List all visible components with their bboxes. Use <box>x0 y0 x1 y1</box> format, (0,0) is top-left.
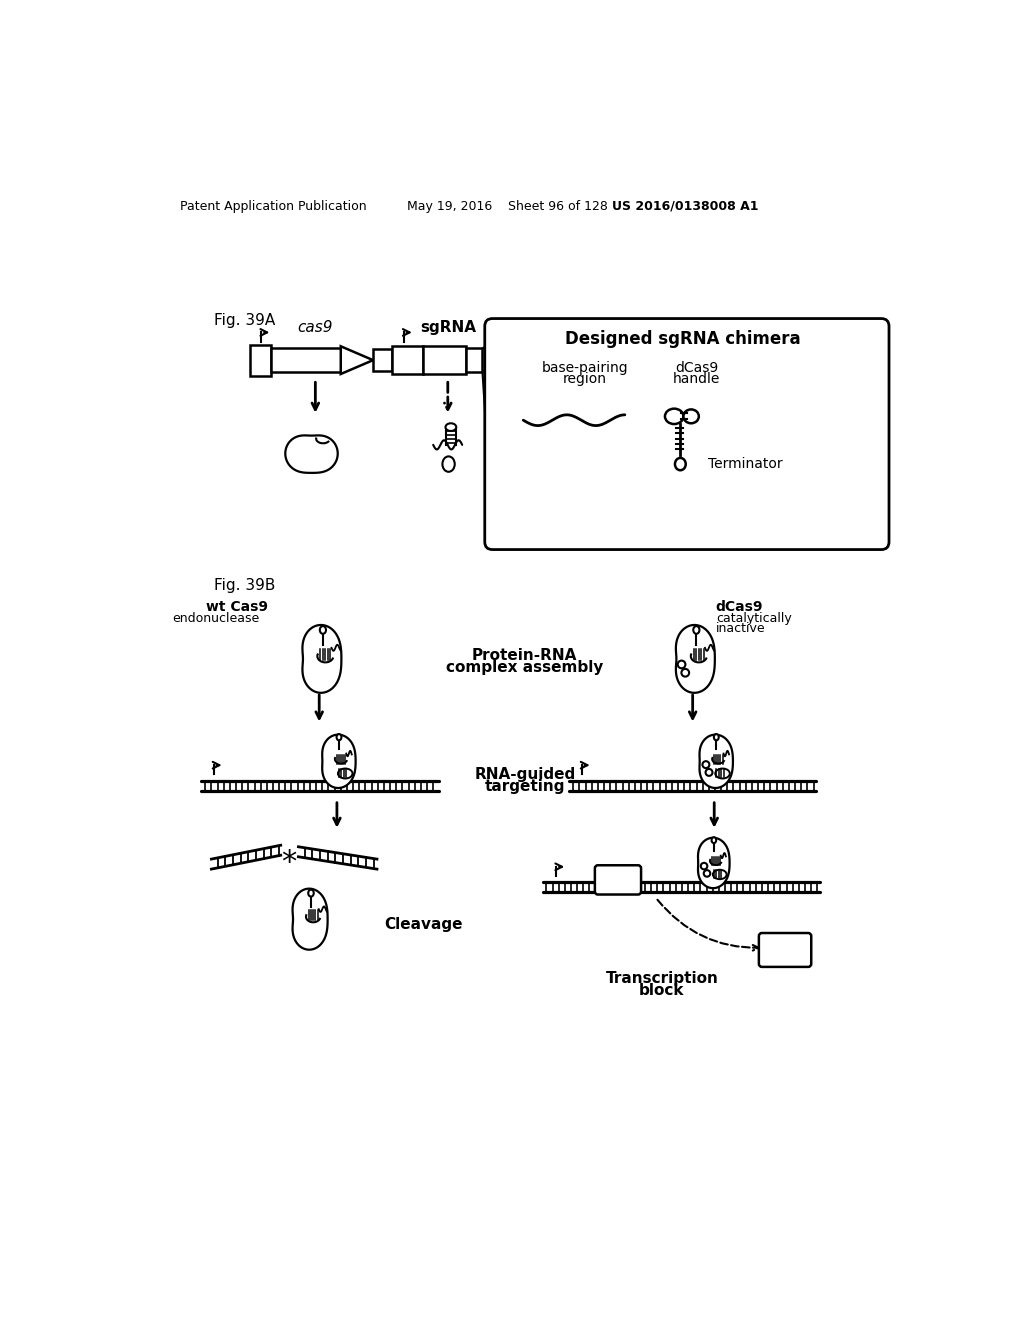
Circle shape <box>702 762 710 768</box>
Text: *: * <box>281 847 296 876</box>
Bar <box>250 345 271 375</box>
Polygon shape <box>293 888 328 949</box>
FancyBboxPatch shape <box>759 933 811 966</box>
Ellipse shape <box>338 768 352 779</box>
Text: sgRNA: sgRNA <box>420 321 476 335</box>
Text: complex assembly: complex assembly <box>446 660 603 675</box>
Text: Fig. 39A: Fig. 39A <box>214 313 275 327</box>
Circle shape <box>681 669 689 677</box>
Ellipse shape <box>713 870 727 879</box>
Circle shape <box>678 660 685 668</box>
Text: dCas9: dCas9 <box>716 599 763 614</box>
Text: region: region <box>563 372 607 387</box>
Ellipse shape <box>712 837 716 843</box>
Circle shape <box>703 870 711 876</box>
Text: US 2016/0138008 A1: US 2016/0138008 A1 <box>611 199 758 213</box>
Text: Transcription: Transcription <box>605 972 718 986</box>
Bar <box>423 346 466 374</box>
Ellipse shape <box>319 626 326 634</box>
Polygon shape <box>286 436 338 473</box>
Text: Sheet 96 of 128: Sheet 96 of 128 <box>508 199 608 213</box>
Bar <box>271 348 341 372</box>
Ellipse shape <box>308 890 313 896</box>
Polygon shape <box>699 735 733 788</box>
Text: RNAP: RNAP <box>599 874 636 887</box>
Polygon shape <box>302 624 341 693</box>
Circle shape <box>706 770 713 776</box>
Text: RNA-guided: RNA-guided <box>474 767 575 781</box>
FancyBboxPatch shape <box>595 866 641 895</box>
Text: Designed sgRNA chimera: Designed sgRNA chimera <box>565 330 801 348</box>
Bar <box>373 350 392 371</box>
Text: dCas9: dCas9 <box>675 360 718 375</box>
Text: targeting: targeting <box>484 779 565 795</box>
Text: cas9: cas9 <box>298 321 333 335</box>
FancyBboxPatch shape <box>484 318 889 549</box>
Text: base-pairing: base-pairing <box>542 360 628 375</box>
Text: May 19, 2016: May 19, 2016 <box>408 199 493 213</box>
Text: inactive: inactive <box>716 622 765 635</box>
Text: Patent Application Publication: Patent Application Publication <box>179 199 367 213</box>
Ellipse shape <box>442 457 455 471</box>
Text: RNAP: RNAP <box>766 944 805 957</box>
Bar <box>392 346 423 374</box>
Text: Protein-RNA: Protein-RNA <box>472 648 578 663</box>
Text: Fig. 39B: Fig. 39B <box>214 578 275 593</box>
Ellipse shape <box>683 409 698 424</box>
Ellipse shape <box>445 424 457 432</box>
Polygon shape <box>698 838 729 888</box>
Polygon shape <box>341 346 373 374</box>
Circle shape <box>700 863 708 870</box>
Text: handle: handle <box>673 372 720 387</box>
Polygon shape <box>676 624 715 693</box>
Bar <box>466 348 482 372</box>
Ellipse shape <box>337 734 341 741</box>
Text: Terminator: Terminator <box>708 457 782 471</box>
Text: catalytically: catalytically <box>716 611 792 624</box>
Polygon shape <box>323 735 355 788</box>
Text: wt Cas9: wt Cas9 <box>206 599 267 614</box>
Text: Cleavage: Cleavage <box>385 917 463 932</box>
Ellipse shape <box>693 626 699 634</box>
Ellipse shape <box>714 734 719 741</box>
Ellipse shape <box>675 458 686 470</box>
Text: block: block <box>639 983 685 998</box>
Ellipse shape <box>665 409 683 424</box>
Ellipse shape <box>715 768 730 779</box>
Text: endonuclease: endonuclease <box>173 611 260 624</box>
